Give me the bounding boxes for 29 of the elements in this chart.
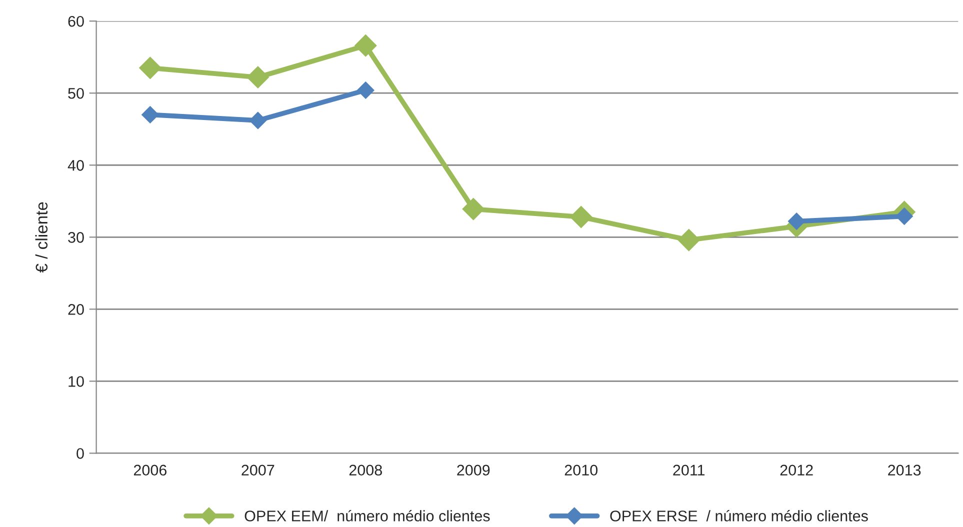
y-tick-label: 30 bbox=[68, 232, 84, 243]
y-axis-title: € / cliente bbox=[35, 202, 48, 273]
point bbox=[678, 229, 700, 252]
point bbox=[357, 82, 374, 99]
y-tick-label: 50 bbox=[68, 88, 84, 99]
x-tick-label: 2008 bbox=[349, 464, 382, 476]
y-tick-label: 10 bbox=[68, 376, 84, 387]
x-tick-label: 2009 bbox=[457, 464, 490, 476]
x-tick-label: 2007 bbox=[242, 464, 274, 476]
y-tick-label: 60 bbox=[68, 16, 84, 27]
point bbox=[139, 56, 162, 79]
y-tick-label: 20 bbox=[68, 304, 84, 315]
point bbox=[570, 206, 592, 228]
x-tick-label: 2010 bbox=[564, 464, 598, 476]
point bbox=[142, 106, 159, 124]
point bbox=[249, 112, 266, 130]
x-tick-label: 2013 bbox=[888, 464, 921, 476]
x-tick-label: 2006 bbox=[134, 464, 166, 476]
point bbox=[788, 212, 806, 230]
x-tick-label: 2011 bbox=[673, 464, 705, 476]
point bbox=[896, 208, 913, 225]
legend-label: OPEX EEM/ número médio clientes bbox=[244, 510, 490, 522]
legend-label: OPEX ERSE / número médio clientes bbox=[610, 510, 868, 522]
y-tick-label: 40 bbox=[68, 160, 84, 171]
point bbox=[354, 34, 377, 57]
point bbox=[462, 198, 484, 220]
y-tick-label: 0 bbox=[76, 448, 84, 459]
x-tick-label: 2012 bbox=[780, 464, 813, 476]
point bbox=[246, 66, 269, 88]
